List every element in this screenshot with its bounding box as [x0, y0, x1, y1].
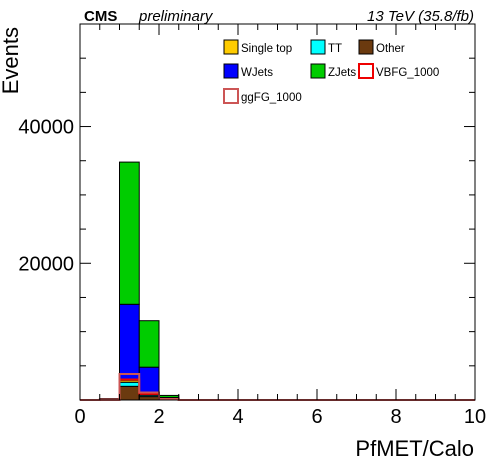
y-axis-title: Events — [0, 27, 23, 94]
x-tick-label: 2 — [153, 406, 164, 428]
legend-item-wjets: WJets — [223, 63, 273, 79]
legend-swatch — [223, 39, 239, 55]
legend-swatch — [223, 63, 239, 79]
legend-swatch — [358, 39, 374, 55]
legend-item-ggfg-1000: ggFG_1000 — [223, 88, 302, 104]
legend-swatch — [358, 63, 374, 79]
x-tick-label: 10 — [464, 406, 486, 428]
x-tick-label: 4 — [232, 406, 243, 428]
legend-item-zjets: ZJets — [310, 63, 356, 79]
legend-label: Single top — [241, 43, 292, 55]
bar-tt-bin-2 — [119, 381, 140, 387]
legend-swatch — [223, 88, 239, 104]
bar-other-bin-3 — [138, 396, 160, 401]
x-tick-label: 6 — [311, 406, 322, 428]
x-tick-label: 8 — [390, 406, 401, 428]
status-label: preliminary — [138, 8, 214, 25]
y-tick-label: 20000 — [18, 253, 74, 275]
legend-label: TT — [328, 43, 342, 55]
cms-label: CMS — [84, 8, 117, 25]
legend-label: ZJets — [328, 67, 356, 79]
bar-zjets-bin-2 — [119, 161, 140, 305]
bar-wjets-bin-3 — [138, 366, 160, 396]
legend-label: WJets — [241, 67, 273, 79]
legend-item-other: Other — [358, 39, 405, 55]
legend-item-single-top: Single top — [223, 39, 292, 55]
lumi-label: 13 TeV (35.8/fb) — [367, 8, 474, 25]
x-axis-title: PfMET/Calo — [355, 436, 474, 461]
ticks-layer — [79, 23, 476, 401]
legend-label: Other — [376, 43, 405, 55]
legend-label: ggFG_1000 — [241, 92, 302, 104]
tick-labels-layer: 0 2 4 6 8 10 20000 40000 — [18, 117, 486, 428]
bar-zjets-bin-3 — [138, 320, 160, 368]
legend-item-vbfg-1000: VBFG_1000 — [358, 63, 439, 79]
legend-swatch — [310, 39, 326, 55]
y-tick-label: 40000 — [18, 117, 74, 139]
x-tick-label: 0 — [74, 406, 85, 428]
legend-swatch — [310, 63, 326, 79]
bar-zjets-bin-4 — [158, 394, 180, 398]
legend-label: VBFG_1000 — [376, 67, 439, 79]
bars-layer — [99, 161, 180, 401]
bar-other-bin-2 — [119, 385, 140, 401]
bar-wjets-bin-2 — [119, 303, 140, 381]
legend-item-tt: TT — [310, 39, 342, 55]
legend-layer: Single top TT Other WJets ZJets VBFG_1000 ggFG… — [223, 39, 439, 104]
